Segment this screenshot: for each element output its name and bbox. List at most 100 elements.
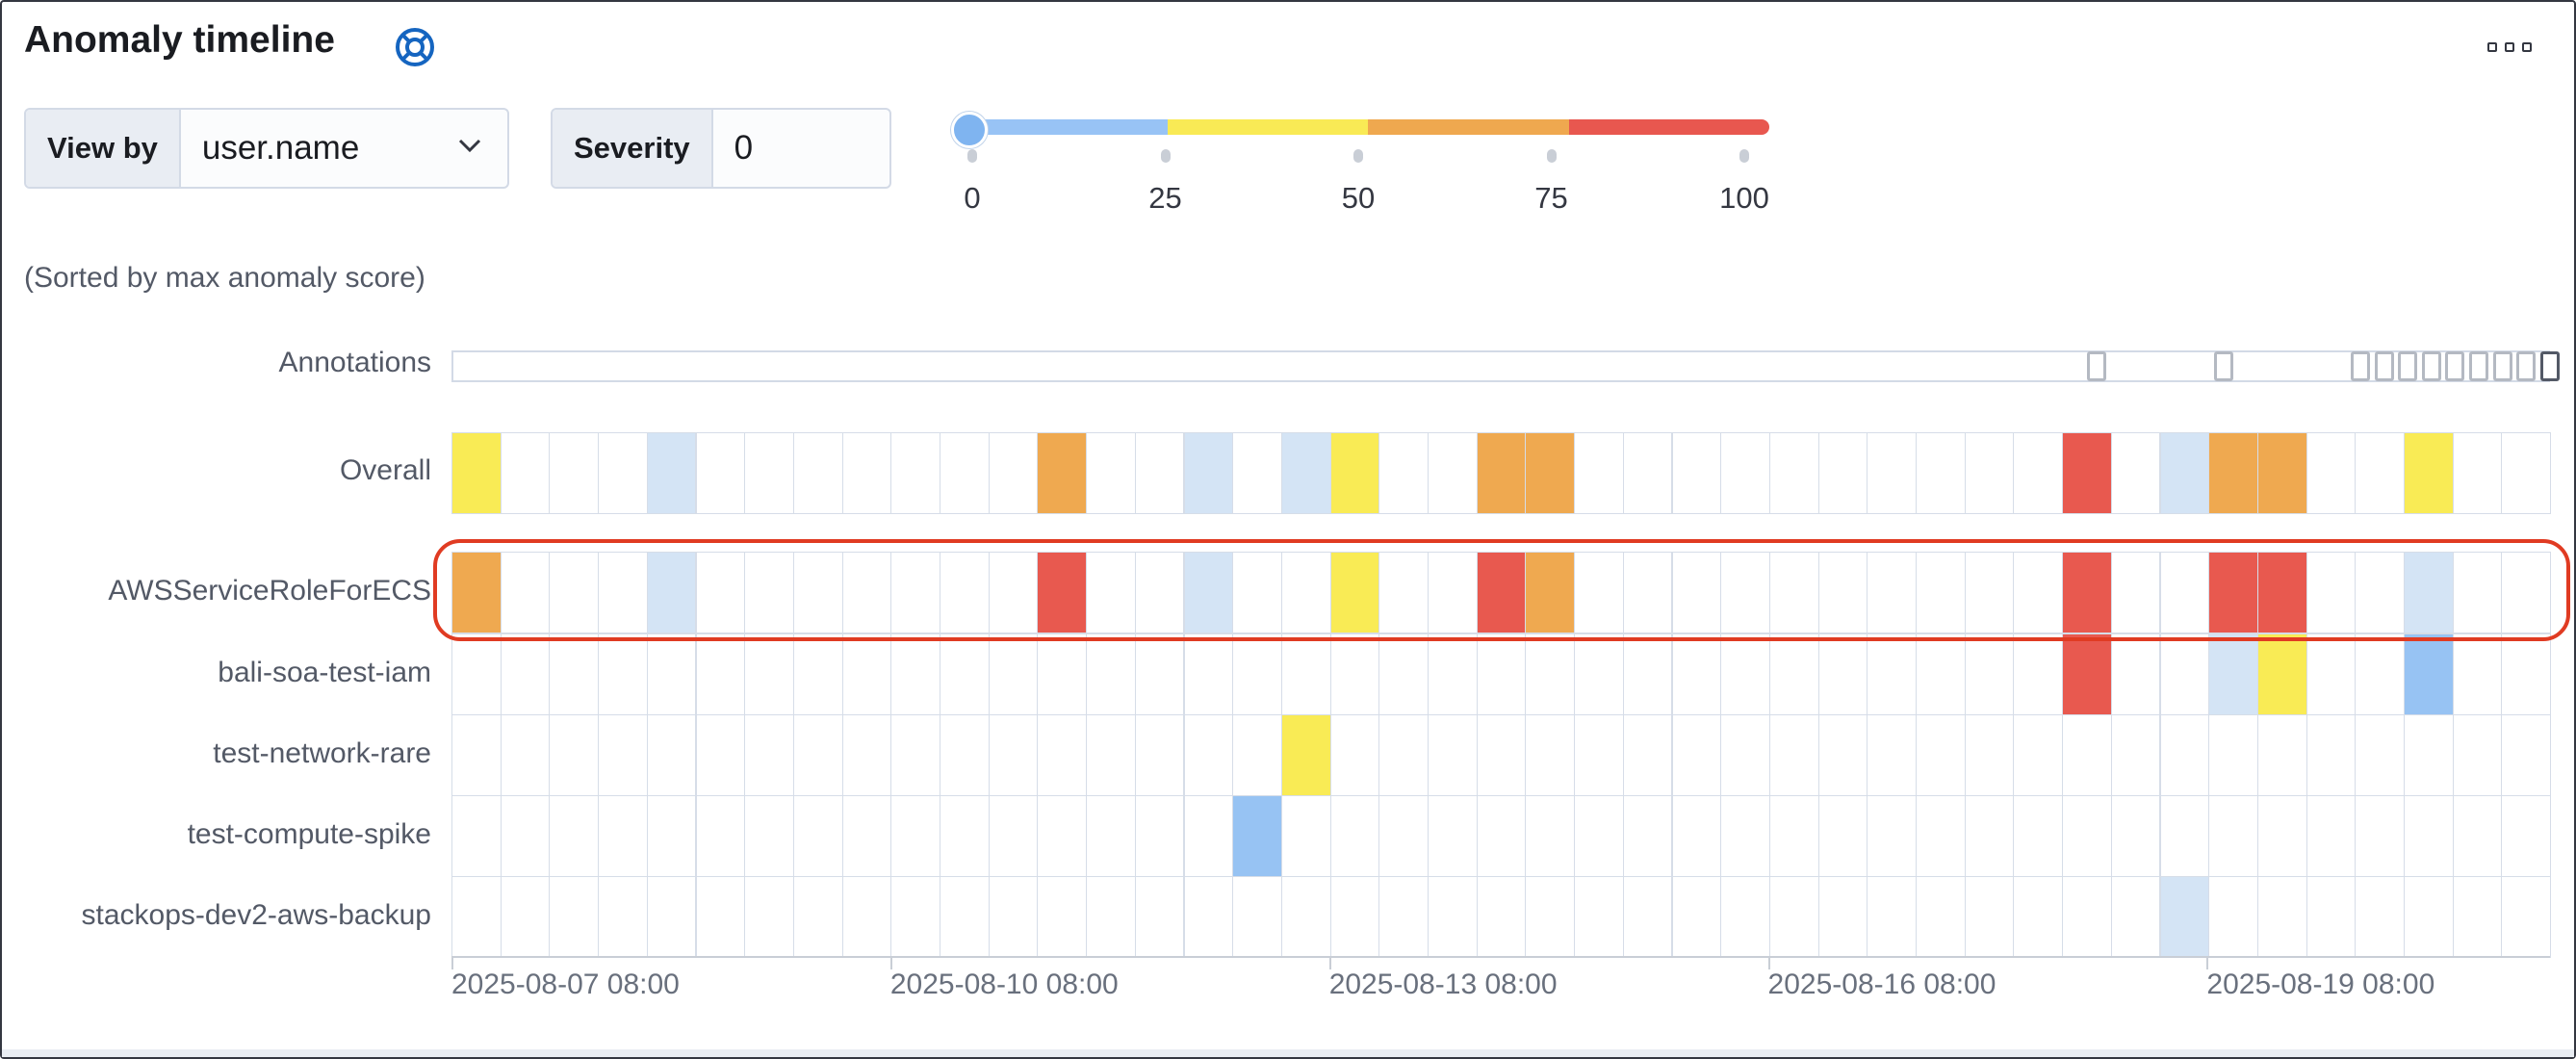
swimlane-cell[interactable] (988, 876, 1039, 958)
swimlane-cell[interactable] (2013, 714, 2064, 796)
swimlane-cell[interactable] (2452, 876, 2503, 958)
swimlane-cell[interactable] (500, 552, 551, 633)
overall-cell[interactable] (1574, 432, 1624, 514)
overall-cell[interactable] (500, 432, 551, 514)
annotation-marker[interactable] (2087, 351, 2106, 381)
swimlane-cell[interactable] (2306, 552, 2357, 633)
swimlane-cell[interactable] (1817, 633, 1868, 715)
swimlane-cell[interactable] (1183, 714, 1234, 796)
swimlane-cell[interactable] (500, 633, 551, 715)
swimlane-cell[interactable] (1916, 552, 1966, 633)
swimlane-cell[interactable] (2013, 876, 2064, 958)
swimlane-cell[interactable] (1378, 795, 1429, 877)
swimlane-cell[interactable] (549, 633, 600, 715)
swimlane-cell[interactable] (1428, 876, 1478, 958)
swimlane-cell[interactable] (2501, 795, 2552, 877)
swimlane-cell[interactable] (1964, 714, 2015, 796)
swimlane-cell[interactable] (792, 876, 843, 958)
overall-cell[interactable] (2208, 432, 2258, 514)
swimlane-cell[interactable] (1134, 552, 1185, 633)
swimlane-cell[interactable] (451, 876, 502, 958)
swimlane-cell[interactable] (1867, 795, 1917, 877)
overall-cell[interactable] (1086, 432, 1136, 514)
swimlane-cell[interactable] (1720, 795, 1770, 877)
swimlane-cell[interactable] (1916, 714, 1966, 796)
swimlane-cell[interactable] (1476, 552, 1527, 633)
swimlane-row-label[interactable]: test-network-rare (213, 737, 431, 769)
swimlane-cell[interactable] (890, 795, 940, 877)
swimlane-cell[interactable] (1134, 633, 1185, 715)
swimlane-cell[interactable] (1476, 795, 1527, 877)
swimlane-cell[interactable] (1867, 714, 1917, 796)
swimlane-cell[interactable] (1916, 876, 1966, 958)
swimlane-cell[interactable] (2208, 633, 2258, 715)
severity-input[interactable]: 0 (734, 129, 754, 167)
annotation-marker[interactable] (2421, 351, 2441, 381)
swimlane-cell[interactable] (2110, 714, 2161, 796)
swimlane-cell[interactable] (2404, 714, 2454, 796)
swimlane-cell[interactable] (1574, 876, 1624, 958)
swimlane-cell[interactable] (1232, 795, 1282, 877)
swimlane-cell[interactable] (841, 795, 892, 877)
swimlane-cell[interactable] (549, 876, 600, 958)
overall-cell[interactable] (2256, 432, 2307, 514)
swimlane-cell[interactable] (1280, 714, 1331, 796)
swimlane-cell[interactable] (1086, 633, 1136, 715)
swimlane-cell[interactable] (1037, 552, 1088, 633)
swimlane-cell[interactable] (1476, 714, 1527, 796)
swimlane-cell[interactable] (1720, 633, 1770, 715)
swimlane-cell[interactable] (2256, 552, 2307, 633)
swimlane-cell[interactable] (940, 795, 990, 877)
swimlane-cell[interactable] (2355, 795, 2405, 877)
swimlane-cell[interactable] (1037, 876, 1088, 958)
swimlane-cell[interactable] (2355, 876, 2405, 958)
swimlane-cell[interactable] (1329, 633, 1380, 715)
overall-cell[interactable] (2062, 432, 2112, 514)
swimlane-cell[interactable] (1428, 714, 1478, 796)
swimlane-cell[interactable] (1183, 876, 1234, 958)
swimlane-cell[interactable] (2355, 714, 2405, 796)
overall-cell[interactable] (451, 432, 502, 514)
overall-cell[interactable] (1867, 432, 1917, 514)
swimlane-cell[interactable] (549, 714, 600, 796)
overall-cell[interactable] (1768, 432, 1819, 514)
swimlane-cell[interactable] (598, 876, 648, 958)
swimlane-cell[interactable] (841, 876, 892, 958)
swimlane-cell[interactable] (1232, 633, 1282, 715)
swimlane-cell[interactable] (890, 876, 940, 958)
overall-cell[interactable] (1428, 432, 1478, 514)
swimlane-cell[interactable] (451, 714, 502, 796)
swimlane-cell[interactable] (2355, 552, 2405, 633)
swimlane-cell[interactable] (1964, 876, 2015, 958)
swimlane-cell[interactable] (2159, 552, 2210, 633)
swimlane-cell[interactable] (1280, 633, 1331, 715)
swimlane-cell[interactable] (1134, 795, 1185, 877)
swimlane-cell[interactable] (841, 633, 892, 715)
swimlane-cell[interactable] (451, 795, 502, 877)
overall-cell[interactable] (1232, 432, 1282, 514)
swimlane-cell[interactable] (1720, 714, 1770, 796)
swimlane-cell[interactable] (1574, 633, 1624, 715)
swimlane-cell[interactable] (2452, 795, 2503, 877)
swimlane-cell[interactable] (1916, 795, 1966, 877)
swimlane-cell[interactable] (1183, 552, 1234, 633)
swimlane-cell[interactable] (1183, 795, 1234, 877)
swimlane-cell[interactable] (1622, 714, 1673, 796)
swimlane-cell[interactable] (695, 633, 746, 715)
overall-cell[interactable] (2159, 432, 2210, 514)
swimlane-cell[interactable] (2452, 633, 2503, 715)
swimlane-cell[interactable] (2110, 876, 2161, 958)
annotation-marker[interactable] (2469, 351, 2488, 381)
swimlane-cell[interactable] (1768, 714, 1819, 796)
swimlane-cell[interactable] (988, 552, 1039, 633)
swimlane-cell[interactable] (1086, 795, 1136, 877)
swimlane-cell[interactable] (2452, 552, 2503, 633)
severity-slider-thumb[interactable] (951, 112, 988, 148)
overall-cell[interactable] (1525, 432, 1576, 514)
swimlane-cell[interactable] (2208, 876, 2258, 958)
overall-cell[interactable] (1817, 432, 1868, 514)
overall-cell[interactable] (1134, 432, 1185, 514)
overall-cell[interactable] (1476, 432, 1527, 514)
swimlane-cell[interactable] (988, 795, 1039, 877)
swimlane-cell[interactable] (1329, 552, 1380, 633)
